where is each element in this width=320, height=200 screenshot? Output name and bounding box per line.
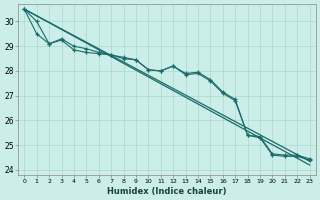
X-axis label: Humidex (Indice chaleur): Humidex (Indice chaleur): [107, 187, 227, 196]
